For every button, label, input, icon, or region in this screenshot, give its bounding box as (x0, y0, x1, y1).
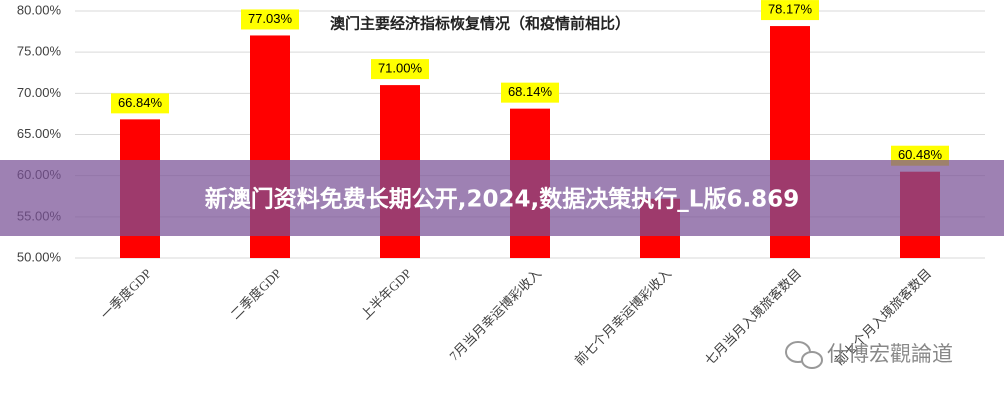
chart-title: 澳门主要经济指标恢复情况（和疫情前相比） (330, 14, 630, 32)
value-label: 77.03% (248, 11, 293, 26)
value-label-bg (761, 0, 819, 21)
value-label: 66.84% (118, 95, 163, 110)
wechat-icon (785, 341, 823, 369)
icon-bubble (801, 351, 823, 369)
value-label: 78.17% (768, 2, 813, 17)
y-tick-label: 50.00% (17, 249, 62, 264)
y-tick-label: 65.00% (17, 126, 62, 141)
watermark: 仕博宏觀論道 (827, 342, 953, 366)
value-label: 68.14% (508, 84, 553, 99)
value-label-bg (241, 9, 299, 30)
value-label-bg (111, 93, 169, 114)
value-label: 60.48% (898, 147, 943, 162)
y-tick-label: 80.00% (17, 2, 62, 17)
y-tick-label: 75.00% (17, 44, 62, 59)
value-label-bg (501, 82, 559, 103)
overlay-banner-bg (0, 160, 1004, 236)
value-label: 71.00% (378, 61, 423, 76)
y-tick-label: 70.00% (17, 85, 62, 100)
overlay-banner: 新澳门资料免费长期公开,2024,数据决策执行_L版6.869 (205, 186, 799, 213)
value-label-bg (371, 59, 429, 80)
